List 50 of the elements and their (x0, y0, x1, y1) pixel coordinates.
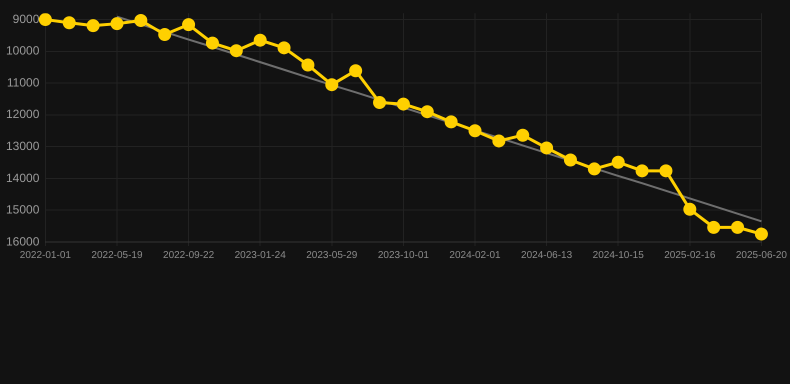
y-tick-label: 12000 (6, 107, 40, 122)
point (206, 36, 219, 50)
point (516, 128, 530, 142)
x-tick-label: 2024-10-15 (592, 250, 644, 261)
x-tick-label: 2022-09-22 (163, 250, 215, 261)
point (707, 220, 720, 234)
y-tick-label: 11000 (6, 75, 40, 90)
point (278, 41, 291, 54)
point (731, 220, 744, 234)
y-tick-label: 16000 (6, 234, 40, 248)
x-tick-label: 2022-05-19 (91, 250, 143, 261)
y-tick-label: 14000 (6, 170, 40, 185)
x-tick-label: 2022-01-01 (20, 250, 72, 261)
point (110, 17, 124, 30)
point (612, 156, 625, 169)
point (636, 164, 649, 178)
point (683, 202, 696, 216)
y-tick-label: 10000 (6, 44, 40, 58)
point (182, 18, 196, 32)
point (754, 228, 768, 241)
point (659, 164, 672, 178)
x-tick-label: 2024-02-01 (449, 250, 502, 261)
point (134, 14, 148, 28)
point (86, 19, 100, 32)
point (468, 124, 482, 138)
x-tick-label: 2023-10-01 (378, 250, 430, 261)
y-tick-label: 13000 (6, 138, 40, 153)
x-tick-label: 2024-06-13 (521, 250, 573, 261)
point (254, 34, 267, 47)
point (301, 58, 314, 72)
point (349, 64, 362, 78)
point (444, 115, 458, 128)
point (564, 154, 577, 167)
point (230, 44, 243, 58)
point (396, 98, 410, 111)
x-tick-label: 2025-02-16 (664, 250, 716, 261)
x-tick-label: 2023-05-29 (306, 250, 358, 261)
x-tick-label: 2025-06-20 (736, 250, 788, 261)
point (158, 28, 172, 41)
point (540, 141, 554, 154)
point (325, 78, 338, 92)
point (38, 13, 52, 26)
point (492, 134, 506, 148)
point (420, 105, 434, 118)
y-tick-label: 15000 (6, 202, 40, 217)
point (373, 96, 386, 109)
y-tick-label: 9000 (12, 12, 40, 26)
point (588, 162, 601, 176)
point (62, 16, 76, 30)
x-tick-label: 2023-01-24 (234, 250, 286, 261)
